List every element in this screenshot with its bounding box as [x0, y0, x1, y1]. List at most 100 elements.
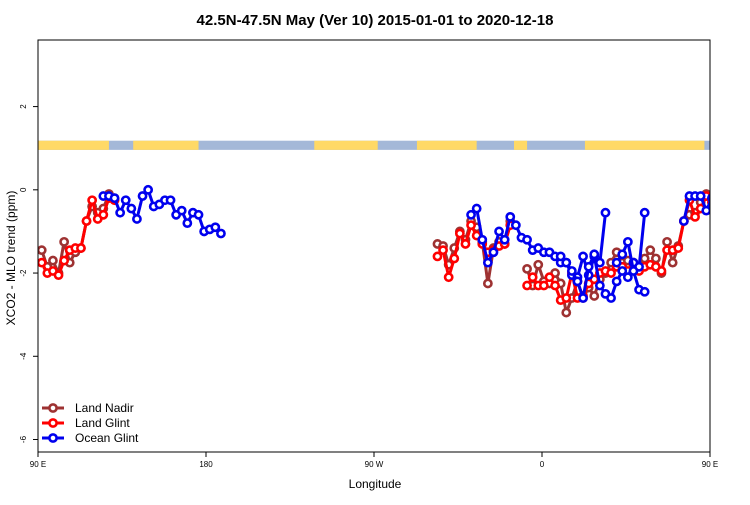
data-point-ocean-glint — [482, 257, 493, 268]
data-point-ocean-glint — [494, 226, 504, 237]
y-axis-label: XCO2 - MLO trend (ppm) — [4, 191, 18, 326]
data-point-ocean-glint — [137, 191, 148, 201]
data-point-land-glint — [550, 280, 560, 291]
data-point-ocean-glint — [210, 222, 221, 233]
data-point-ocean-glint — [617, 266, 628, 276]
data-point-land-nadir — [522, 263, 532, 274]
data-point-ocean-glint — [611, 257, 622, 268]
data-point-ocean-glint — [706, 193, 710, 203]
data-point-ocean-glint — [578, 251, 588, 262]
data-point-ocean-glint — [126, 203, 137, 214]
legend-item-land-nadir: Land Nadir — [42, 401, 134, 415]
data-point-land-glint — [527, 272, 538, 283]
legend-swatch-marker — [48, 418, 58, 428]
legend-label: Ocean Glint — [75, 431, 139, 445]
land-band-segment — [314, 140, 378, 150]
data-point-ocean-glint — [583, 261, 594, 272]
data-point-ocean-glint — [617, 249, 628, 260]
plot-frame — [37, 39, 711, 453]
x-tick-label: 90 E — [702, 460, 718, 469]
y-tick-label: -2 — [19, 269, 28, 277]
legend-item-land-glint: Land Glint — [42, 416, 130, 430]
data-point-land-glint — [673, 243, 684, 253]
data-point-ocean-glint — [176, 205, 187, 216]
data-point-land-glint — [522, 280, 532, 291]
data-point-land-glint — [38, 257, 47, 268]
x-tick-label: 90 E — [30, 460, 46, 469]
data-point-land-glint — [538, 280, 549, 291]
data-point-land-glint — [98, 209, 109, 220]
land-band-segment — [38, 140, 109, 150]
data-point-land-nadir — [482, 278, 493, 289]
data-point-land-nadir — [645, 245, 656, 256]
data-point-ocean-glint — [678, 216, 689, 226]
chart-title: 42.5N-47.5N May (Ver 10) 2015-01-01 to 2… — [197, 12, 554, 29]
data-point-ocean-glint — [594, 280, 605, 291]
data-point-ocean-glint — [182, 218, 193, 229]
data-point-ocean-glint — [109, 193, 120, 204]
data-point-ocean-glint — [193, 209, 204, 220]
data-point-ocean-glint — [505, 211, 516, 222]
data-point-land-nadir — [561, 307, 572, 318]
data-point-ocean-glint — [594, 257, 605, 268]
data-point-ocean-glint — [522, 234, 532, 245]
series-land-glint — [38, 191, 710, 306]
data-point-ocean-glint — [510, 220, 521, 231]
data-point-ocean-glint — [622, 236, 633, 247]
legend-swatch-marker — [48, 403, 58, 413]
data-point-ocean-glint — [216, 228, 226, 239]
data-point-ocean-glint — [143, 184, 154, 195]
land-band-segment — [514, 140, 528, 150]
data-point-ocean-glint — [132, 214, 142, 224]
data-point-land-glint — [690, 211, 700, 222]
data-point-ocean-glint — [120, 195, 131, 206]
data-point-land-nadir — [662, 236, 672, 247]
data-point-ocean-glint — [719, 215, 726, 222]
data-point-ocean-glint — [628, 266, 639, 276]
data-point-ocean-glint — [589, 249, 600, 260]
data-point-ocean-glint — [639, 286, 650, 297]
data-point-ocean-glint — [714, 207, 721, 214]
data-point-ocean-glint — [731, 186, 738, 193]
x-tick-label: 180 — [199, 460, 213, 469]
data-point-land-glint — [460, 239, 471, 249]
data-point-land-glint — [656, 266, 667, 276]
legend-item-ocean-glint: Ocean Glint — [42, 431, 139, 445]
y-tick-label: -6 — [19, 435, 28, 443]
data-point-land-nadir — [48, 255, 58, 266]
data-point-ocean-glint — [611, 276, 622, 287]
data-point-land-nadir — [589, 291, 600, 301]
data-point-ocean-glint — [701, 205, 710, 216]
x-tick-label: 0 — [540, 460, 545, 469]
legend-label: Land Glint — [75, 416, 130, 430]
y-tick-label: 0 — [19, 187, 28, 192]
data-point-ocean-glint — [639, 207, 650, 218]
data-point-ocean-glint — [725, 192, 732, 199]
data-point-ocean-glint — [622, 272, 633, 283]
data-point-land-glint — [466, 220, 476, 231]
data-point-ocean-glint — [555, 251, 566, 262]
y-tick-label: 2 — [19, 104, 28, 109]
data-point-land-glint — [76, 243, 86, 253]
data-point-ocean-glint — [736, 203, 743, 210]
axes: 90 E 180 90 W 0 90 E -6 -4 -2 0 2 — [19, 39, 718, 469]
data-point-land-glint — [81, 216, 92, 226]
data-point-land-nadir — [533, 259, 544, 270]
land-band-segment — [416, 140, 477, 150]
data-point-land-glint — [53, 270, 64, 281]
data-point-land-glint — [606, 268, 616, 278]
data-point-land-glint — [59, 255, 70, 266]
data-point-ocean-glint — [695, 191, 706, 201]
data-point-ocean-glint — [578, 293, 588, 303]
data-point-ocean-glint — [488, 247, 499, 258]
data-point-ocean-glint — [471, 203, 482, 214]
data-point-land-glint — [449, 253, 460, 264]
data-point-land-glint — [454, 228, 465, 239]
data-point-land-glint — [438, 245, 448, 256]
data-point-land-glint — [87, 195, 98, 206]
y-tick-label: -4 — [19, 352, 28, 360]
land-band-segment — [584, 140, 705, 150]
data-point-land-glint — [544, 272, 555, 283]
data-point-ocean-glint — [466, 209, 476, 220]
